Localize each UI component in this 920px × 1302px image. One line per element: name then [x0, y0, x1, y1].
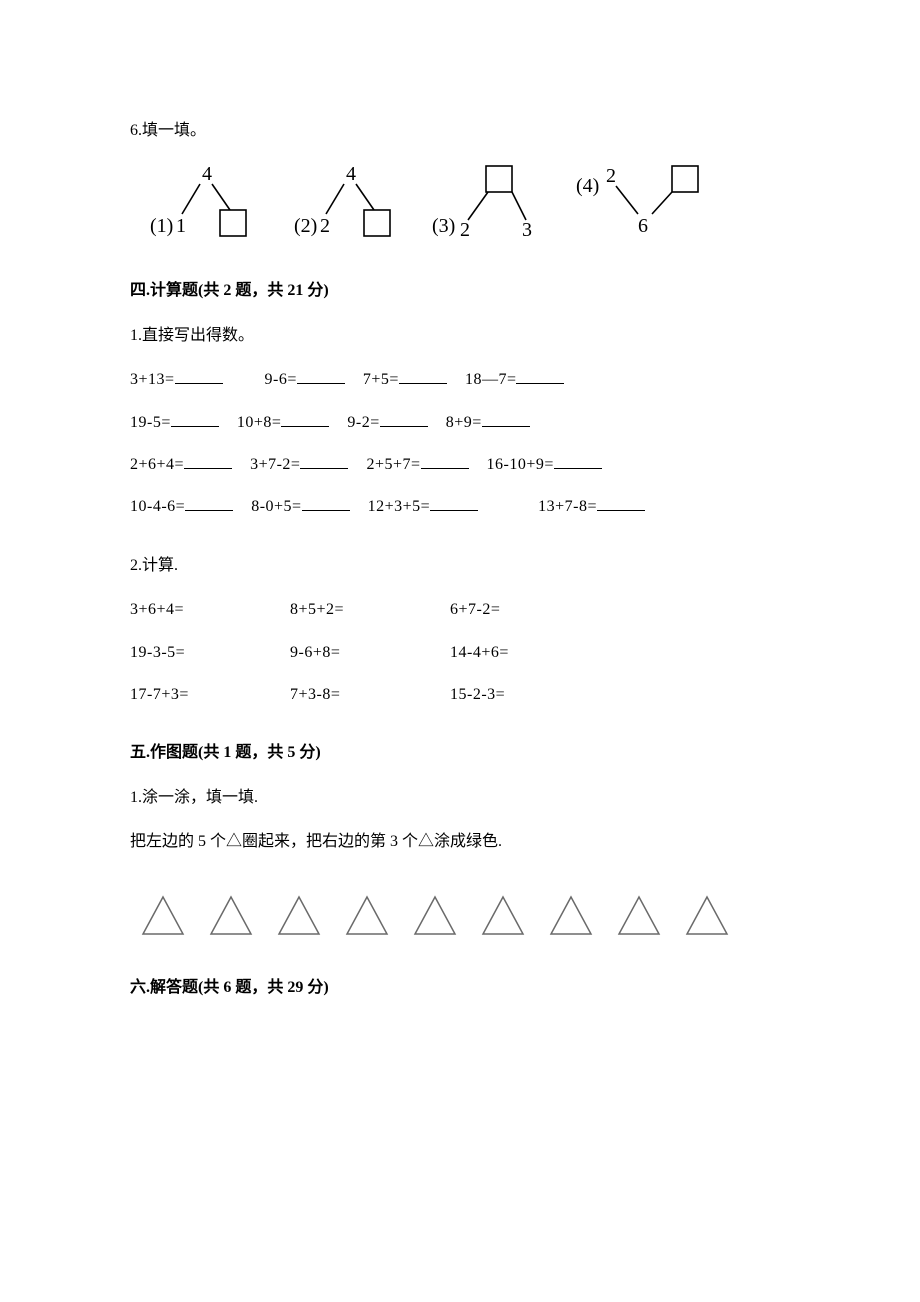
number-bond-icon: (4) 2 6 — [572, 164, 712, 244]
s4p1-label: 1.直接写出得数。 — [130, 325, 790, 347]
section4-p1: 1.直接写出得数。 3+13= 9-6= 7+5= 18—7= 19-5= 10+8= 9-… — [130, 325, 790, 519]
s5p1-label: 1.涂一涂，填一填. — [130, 787, 790, 809]
svg-text:2: 2 — [320, 215, 330, 237]
equation: 7+5= — [363, 371, 399, 388]
equation: 3+6+4= — [130, 599, 290, 621]
svg-text:3: 3 — [522, 219, 532, 241]
answer-blank[interactable] — [175, 369, 223, 384]
answer-blank[interactable] — [554, 454, 602, 469]
number-bond-icon: (3) 2 3 — [428, 164, 548, 244]
s5p1-desc: 把左边的 5 个△圈起来，把右边的第 3 个△涂成绿色. — [130, 831, 790, 853]
triangle-icon — [684, 893, 730, 937]
svg-text:(3): (3) — [432, 215, 455, 237]
triangle-icon — [344, 893, 390, 937]
equation: 9-6+8= — [290, 642, 450, 664]
equation: 18—7= — [465, 371, 517, 388]
triangle-icon — [616, 893, 662, 937]
equation: 8-0+5= — [251, 498, 301, 515]
answer-blank[interactable] — [482, 412, 530, 427]
equation: 2+5+7= — [366, 456, 420, 473]
triangles-row — [140, 893, 790, 937]
answer-blank[interactable] — [430, 496, 478, 511]
q6-label: 6.填一填。 — [130, 120, 790, 142]
triangle-icon — [276, 893, 322, 937]
svg-text:4: 4 — [202, 164, 212, 185]
number-bond-icon: (1) 4 1 — [140, 164, 260, 244]
equation: 10+8= — [237, 414, 282, 431]
s4p2-label: 2.计算. — [130, 555, 790, 577]
equation: 14-4+6= — [450, 642, 610, 664]
equation: 15-2-3= — [450, 684, 610, 706]
equation-row: 3+13= 9-6= 7+5= 18—7= — [130, 369, 790, 391]
triangle-icon — [412, 893, 458, 937]
equation: 19-5= — [130, 414, 171, 431]
equation-row: 3+6+4=8+5+2=6+7-2= — [130, 599, 790, 621]
answer-blank[interactable] — [297, 369, 345, 384]
svg-text:2: 2 — [460, 219, 470, 241]
equation-row: 19-5= 10+8= 9-2= 8+9= — [130, 412, 790, 434]
svg-text:(1): (1) — [150, 215, 173, 237]
answer-blank[interactable] — [302, 496, 350, 511]
section6-title: 六.解答题(共 6 题，共 29 分) — [130, 977, 790, 999]
answer-blank[interactable] — [185, 496, 233, 511]
svg-text:(4): (4) — [576, 175, 599, 197]
equation: 19-3-5= — [130, 642, 290, 664]
equation: 3+7-2= — [250, 456, 300, 473]
equation: 7+3-8= — [290, 684, 450, 706]
equation: 16-10+9= — [487, 456, 554, 473]
svg-text:2: 2 — [606, 165, 616, 187]
triangle-icon — [208, 893, 254, 937]
svg-text:4: 4 — [346, 164, 356, 185]
svg-text:(2): (2) — [294, 215, 317, 237]
answer-blank[interactable] — [399, 369, 447, 384]
equation-row: 2+6+4= 3+7-2= 2+5+7= 16-10+9= — [130, 454, 790, 476]
svg-text:6: 6 — [638, 215, 648, 237]
answer-blank[interactable] — [421, 454, 469, 469]
equation-row: 19-3-5=9-6+8=14-4+6= — [130, 642, 790, 664]
equation-row: 10-4-6= 8-0+5= 12+3+5= 13+7-8= — [130, 496, 790, 518]
triangle-icon — [140, 893, 186, 937]
answer-blank[interactable] — [516, 369, 564, 384]
answer-blank[interactable] — [300, 454, 348, 469]
equation: 10-4-6= — [130, 498, 185, 515]
q6-diagrams: (1) 4 1 (2) 4 2 (3) 2 3 (4) 2 — [130, 164, 790, 244]
answer-blank[interactable] — [184, 454, 232, 469]
triangle-icon — [480, 893, 526, 937]
triangle-icon — [548, 893, 594, 937]
equation: 12+3+5= — [368, 498, 431, 515]
equation: 8+5+2= — [290, 599, 450, 621]
answer-blank[interactable] — [171, 412, 219, 427]
equation: 8+9= — [446, 414, 482, 431]
number-bond-icon: (2) 4 2 — [284, 164, 404, 244]
equation: 6+7-2= — [450, 599, 610, 621]
answer-blank[interactable] — [597, 496, 645, 511]
answer-blank[interactable] — [380, 412, 428, 427]
section5-p1: 1.涂一涂，填一填. 把左边的 5 个△圈起来，把右边的第 3 个△涂成绿色. — [130, 787, 790, 938]
equation: 9-6= — [265, 371, 297, 388]
equation: 13+7-8= — [538, 498, 597, 515]
equation: 17-7+3= — [130, 684, 290, 706]
equation: 2+6+4= — [130, 456, 184, 473]
section5-title: 五.作图题(共 1 题，共 5 分) — [130, 742, 790, 764]
equation-row: 17-7+3=7+3-8=15-2-3= — [130, 684, 790, 706]
answer-blank[interactable] — [281, 412, 329, 427]
section4-title: 四.计算题(共 2 题，共 21 分) — [130, 280, 790, 302]
equation: 9-2= — [347, 414, 379, 431]
q6: 6.填一填。 (1) 4 1 (2) 4 2 (3) 2 3 (4) — [130, 120, 790, 244]
s4p2-rows: 3+6+4=8+5+2=6+7-2= 19-3-5=9-6+8=14-4+6= 17… — [130, 599, 790, 706]
section4-p2: 2.计算. 3+6+4=8+5+2=6+7-2= 19-3-5=9-6+8=14-… — [130, 555, 790, 707]
svg-text:1: 1 — [176, 215, 186, 237]
s4p1-rows: 3+13= 9-6= 7+5= 18—7= 19-5= 10+8= 9-2= 8+9= 2+6+… — [130, 369, 790, 519]
equation: 3+13= — [130, 371, 175, 388]
